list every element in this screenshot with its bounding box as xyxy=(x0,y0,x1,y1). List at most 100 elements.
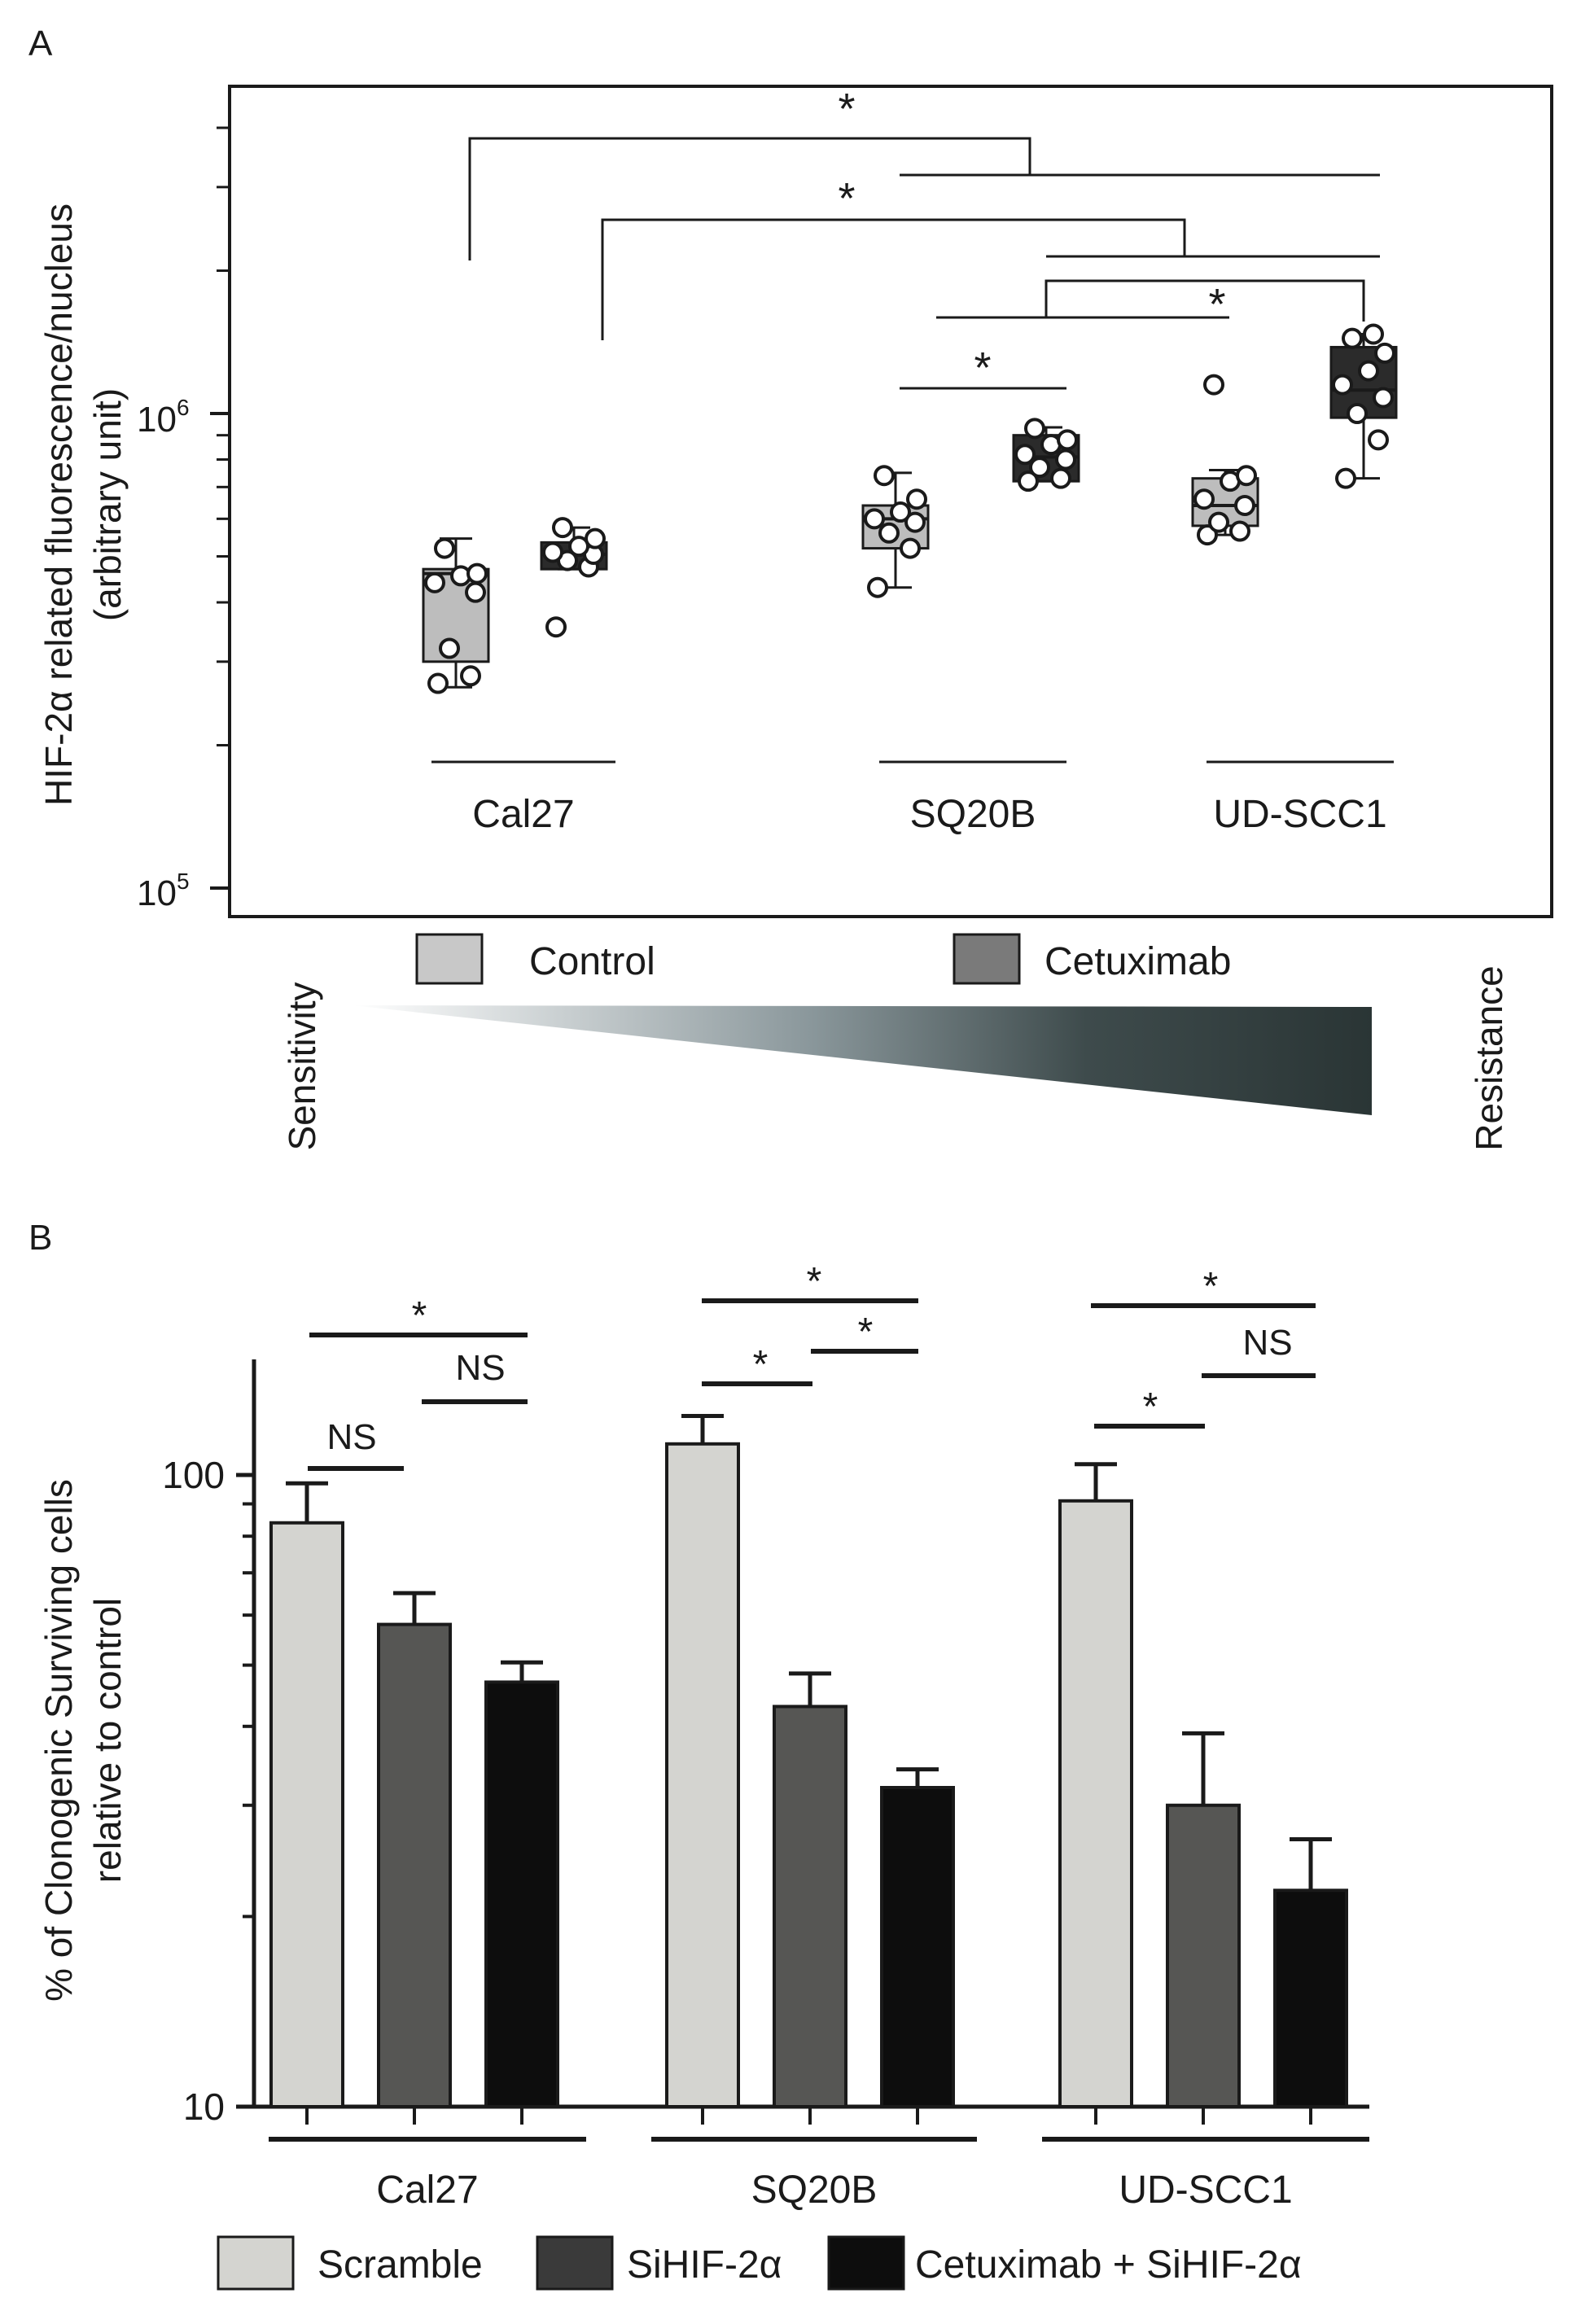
bar-scramble-cal27 xyxy=(269,1521,344,2108)
panel-b-ytick-label: 10 xyxy=(183,2085,225,2128)
panel-a-boxplots xyxy=(422,323,1398,694)
point-control-ud-scc1 xyxy=(1236,465,1257,487)
legend-scramble-label: Scramble xyxy=(318,2243,483,2287)
sig-label-ud-right: NS xyxy=(1242,1323,1292,1363)
panel-a-plot-frame xyxy=(228,85,1553,918)
sig-label-sq20b-right: * xyxy=(858,1311,874,1354)
point-cetuximab-ud-scc1 xyxy=(1335,467,1356,489)
point-cetuximab-cal27 xyxy=(585,527,606,549)
legend-sihif-swatch xyxy=(536,2235,614,2291)
bar-cetuximab-sihif-2--ud-scc1 xyxy=(1273,1889,1348,2109)
bracket-sq20b-ud xyxy=(1045,279,1365,322)
point-cetuximab-ud-scc1 xyxy=(1358,360,1379,382)
panel-b-groups: Cal27 SQ20B UD-SCC1 xyxy=(269,2137,1369,2212)
point-cetuximab-sq20b xyxy=(1050,467,1071,489)
point-control-sq20b xyxy=(890,501,911,523)
point-control-ud-scc1 xyxy=(1203,374,1224,396)
point-control-cal27 xyxy=(465,581,486,603)
legend-control-swatch xyxy=(415,933,484,985)
panel-a-ytick-1e6: 106 xyxy=(137,395,190,440)
point-control-sq20b xyxy=(878,522,900,544)
legend-cetux-sihif-label: Cetuximab + SiHIF-2α xyxy=(915,2243,1302,2287)
point-control-cal27 xyxy=(434,537,455,559)
point-control-sq20b xyxy=(874,465,895,487)
star-a-4: * xyxy=(974,344,991,392)
point-control-ud-scc1 xyxy=(1193,488,1215,510)
resistance-label: Resistance xyxy=(1468,965,1510,1151)
point-cetuximab-ud-scc1 xyxy=(1373,387,1394,409)
group-label-b-ud-scc1: UD-SCC1 xyxy=(1119,2169,1292,2212)
point-cetuximab-sq20b xyxy=(1018,470,1039,492)
sensitivity-label: Sensitivity xyxy=(281,982,323,1150)
group-label-b-sq20b: SQ20B xyxy=(751,2169,878,2212)
point-control-cal27 xyxy=(466,562,488,584)
star-a-2: * xyxy=(838,174,855,223)
bar-cetuximab-sihif-2--cal27 xyxy=(484,1680,559,2109)
point-cetuximab-ud-scc1 xyxy=(1342,327,1363,349)
legend-control-label: Control xyxy=(529,940,655,983)
point-cetuximab-sq20b xyxy=(1057,429,1078,451)
panel-b-ytick-label: 100 xyxy=(162,1454,225,1496)
bracket-cal27-ctrl xyxy=(468,137,1031,260)
legend-cetuximab-label: Cetuximab xyxy=(1045,940,1231,983)
bar-cetuximab-sihif-2--sq20b xyxy=(880,1786,955,2109)
panel-b-significance xyxy=(308,1298,1316,1471)
bracket-cal27-cetux xyxy=(601,218,1186,340)
point-cetuximab-cal27 xyxy=(542,541,563,563)
point-control-sq20b xyxy=(904,511,926,533)
point-cetuximab-cal27 xyxy=(545,616,567,638)
point-cetuximab-ud-scc1 xyxy=(1363,323,1384,345)
legend-cetuximab-swatch xyxy=(953,933,1021,985)
panel-a: A HIF-2α related fluorescence/nucleus (a… xyxy=(28,24,1553,1151)
group-label-sq20b: SQ20B xyxy=(910,793,1036,836)
group-label-cal27: Cal27 xyxy=(472,793,574,836)
panel-b-bars xyxy=(269,1414,1348,2125)
point-control-ud-scc1 xyxy=(1208,511,1229,533)
panel-a-label: A xyxy=(28,24,53,63)
point-control-sq20b xyxy=(900,537,921,559)
star-a-3: * xyxy=(1208,280,1225,329)
group-label-ud-scc1: UD-SCC1 xyxy=(1213,793,1386,836)
point-cetuximab-sq20b xyxy=(1014,444,1036,466)
panel-b-ylabel-2: relative to control xyxy=(86,1598,129,1883)
panel-a-ytick-1e5: 105 xyxy=(137,869,190,913)
point-control-cal27 xyxy=(439,637,460,659)
point-control-cal27 xyxy=(427,672,449,694)
point-cetuximab-sq20b xyxy=(1024,418,1045,440)
bar-scramble-ud-scc1 xyxy=(1058,1499,1133,2109)
point-control-sq20b xyxy=(867,576,888,598)
point-control-cal27 xyxy=(424,571,445,593)
panel-a-significance xyxy=(468,137,1380,390)
bar-scramble-sq20b xyxy=(665,1442,740,2108)
point-control-ud-scc1 xyxy=(1197,524,1218,546)
point-control-ud-scc1 xyxy=(1229,520,1250,542)
point-control-cal27 xyxy=(460,665,481,687)
point-cetuximab-ud-scc1 xyxy=(1374,342,1395,364)
point-cetuximab-sq20b xyxy=(1029,457,1050,479)
sig-label-ud-left: * xyxy=(1143,1385,1158,1429)
sig-label-cal27-outer: * xyxy=(412,1294,427,1337)
sensitivity-gradient-wedge xyxy=(352,1005,1372,1115)
point-cetuximab-cal27 xyxy=(552,517,573,539)
sig-label-sq20b-left: * xyxy=(753,1343,769,1386)
panel-a-y-ticks xyxy=(210,126,230,890)
legend-scramble-swatch xyxy=(217,2235,295,2291)
point-cetuximab-ud-scc1 xyxy=(1332,374,1353,396)
point-control-sq20b xyxy=(864,508,885,530)
panel-a-groups: Cal27 SQ20B UD-SCC1 xyxy=(431,760,1394,836)
sig-label-sq20b-outer: * xyxy=(807,1260,822,1303)
panel-b: B % of Clonogenic Surviving cells relati… xyxy=(28,1218,1369,2291)
bar-sihif-2--cal27 xyxy=(377,1622,452,2108)
point-cetuximab-sq20b xyxy=(1055,449,1076,470)
group-label-b-cal27: Cal27 xyxy=(376,2169,478,2212)
sig-label-cal27-left: NS xyxy=(326,1417,376,1457)
point-cetuximab-cal27 xyxy=(568,536,589,558)
panel-a-ylabel: HIF-2α related fluorescence/nucleus xyxy=(37,204,80,806)
legend-sihif-label: SiHIF-2α xyxy=(627,2243,782,2287)
panel-b-label: B xyxy=(28,1218,52,1258)
panel-a-ylabel-unit: (arbitrary unit) xyxy=(86,388,129,621)
bar-sihif-2--ud-scc1 xyxy=(1166,1803,1241,2108)
point-control-ud-scc1 xyxy=(1234,494,1255,516)
legend-cetux-sihif-swatch xyxy=(827,2235,905,2291)
